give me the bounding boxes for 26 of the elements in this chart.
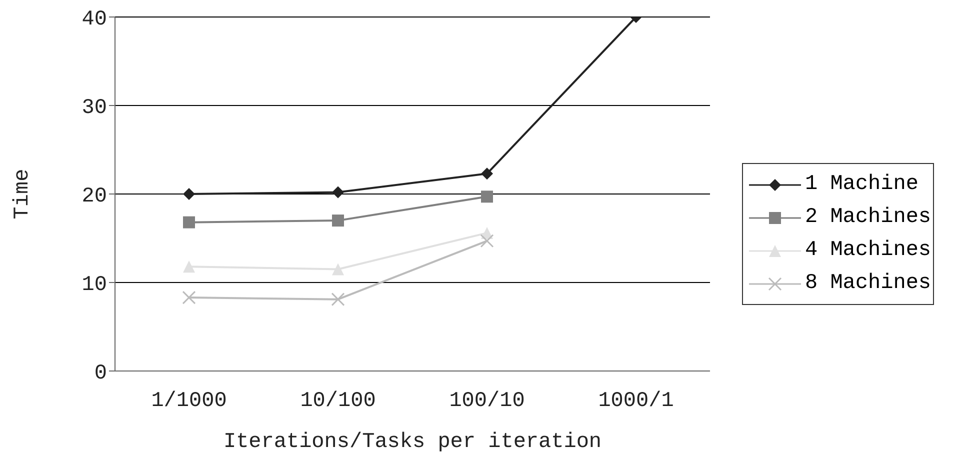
point	[480, 234, 494, 248]
point	[182, 290, 196, 304]
point	[331, 292, 345, 306]
point	[332, 214, 344, 227]
legend-label: 4 Machines	[805, 239, 932, 262]
legend-label: 2 Machines	[805, 206, 932, 229]
point	[332, 186, 344, 198]
y-axis-title: Time	[11, 168, 34, 220]
y-tick-label: 40	[82, 8, 107, 32]
point	[183, 260, 195, 273]
legend-label: 8 Machines	[805, 272, 932, 295]
point	[481, 190, 493, 203]
x-tick-label: 1/1000	[151, 390, 227, 413]
y-tick-label: 10	[82, 274, 107, 297]
y-tick-label: 30	[82, 96, 107, 120]
point	[332, 263, 344, 276]
legend-label: 1 Machine	[805, 173, 918, 196]
y-tick-label: 0	[94, 362, 107, 386]
x-axis-title: Iterations/Tasks per iteration	[223, 431, 602, 454]
point	[481, 168, 493, 180]
y-tick-label: 20	[82, 185, 107, 208]
x-tick-label: 10/100	[300, 390, 376, 413]
x-tick-label: 100/10	[449, 390, 525, 413]
point	[183, 216, 195, 228]
x-tick-label: 1000/1	[598, 390, 674, 413]
point	[183, 188, 195, 200]
